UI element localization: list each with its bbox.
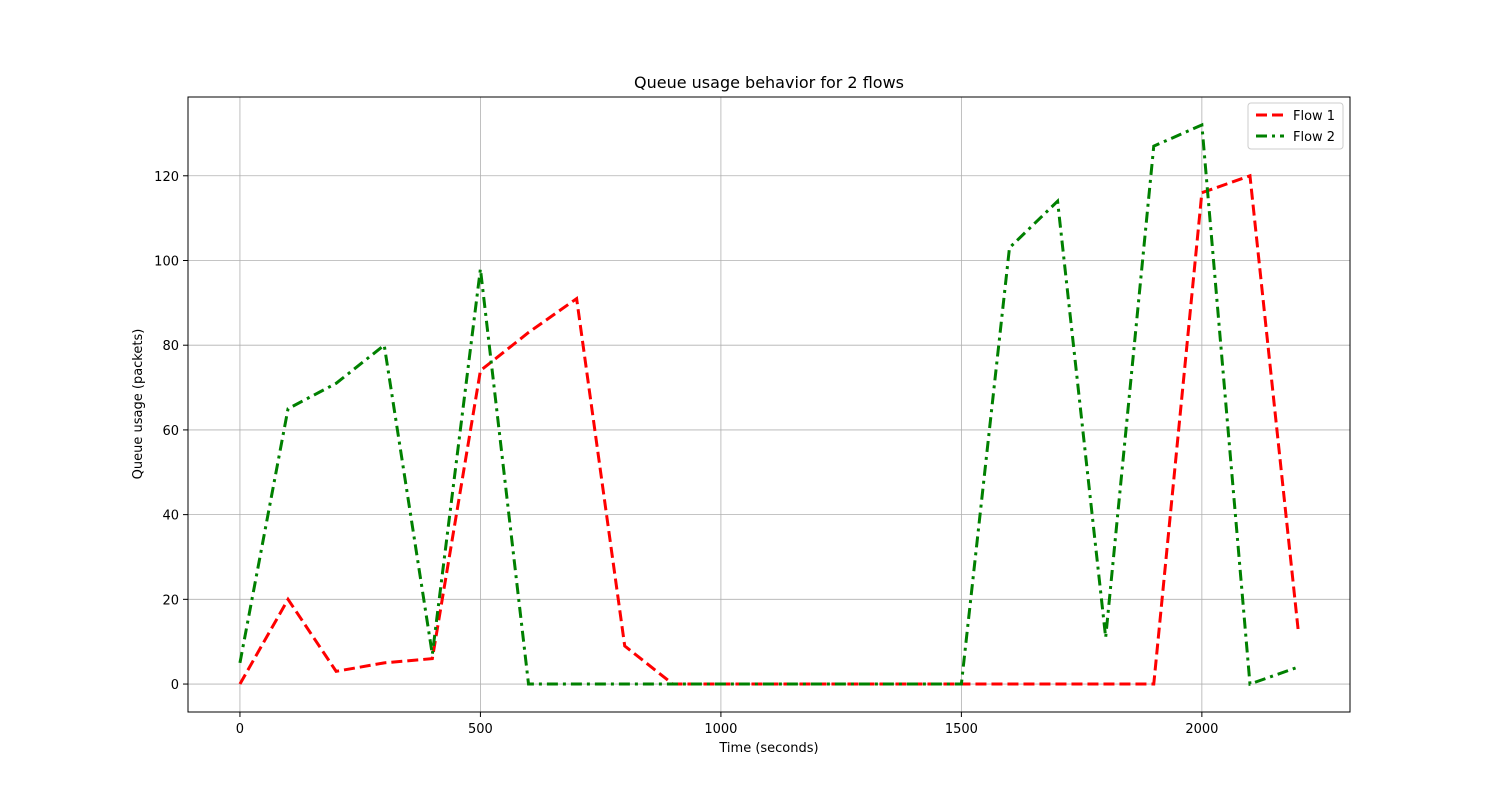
series-line-flow-2 — [238, 122, 1299, 687]
legend-box — [1247, 102, 1344, 150]
chart-title: Queue usage behavior for 2 flows — [634, 73, 904, 92]
legend-label-flow-2: Flow 2 — [1293, 130, 1335, 145]
x-tick-label: 0 — [236, 722, 244, 737]
plot-area-frame — [187, 96, 1351, 713]
y-tick-label: 0 — [171, 678, 179, 693]
y-tick-label: 40 — [162, 509, 179, 524]
axis-ticks: 0 500 1000 1500 2000 0 20 40 60 80 100 120 — [154, 170, 1218, 737]
x-tick-label: 500 — [468, 722, 493, 737]
x-axis-label: Time (seconds) — [718, 741, 818, 756]
x-tick-label: 1000 — [704, 722, 737, 737]
x-tick-label: 1500 — [945, 722, 978, 737]
y-axis-label: Queue usage (packets) — [131, 329, 146, 480]
x-tick-label: 2000 — [1185, 722, 1218, 737]
y-tick-label: 100 — [154, 254, 179, 269]
y-tick-label: 120 — [154, 170, 179, 185]
grid — [188, 97, 1350, 712]
legend: Flow 1 Flow 2 — [1247, 102, 1344, 150]
y-tick-label: 20 — [162, 593, 179, 608]
y-tick-label: 80 — [162, 339, 179, 354]
legend-label-flow-1: Flow 1 — [1293, 109, 1335, 124]
y-tick-label: 60 — [162, 424, 179, 439]
series-lines — [238, 122, 1300, 687]
